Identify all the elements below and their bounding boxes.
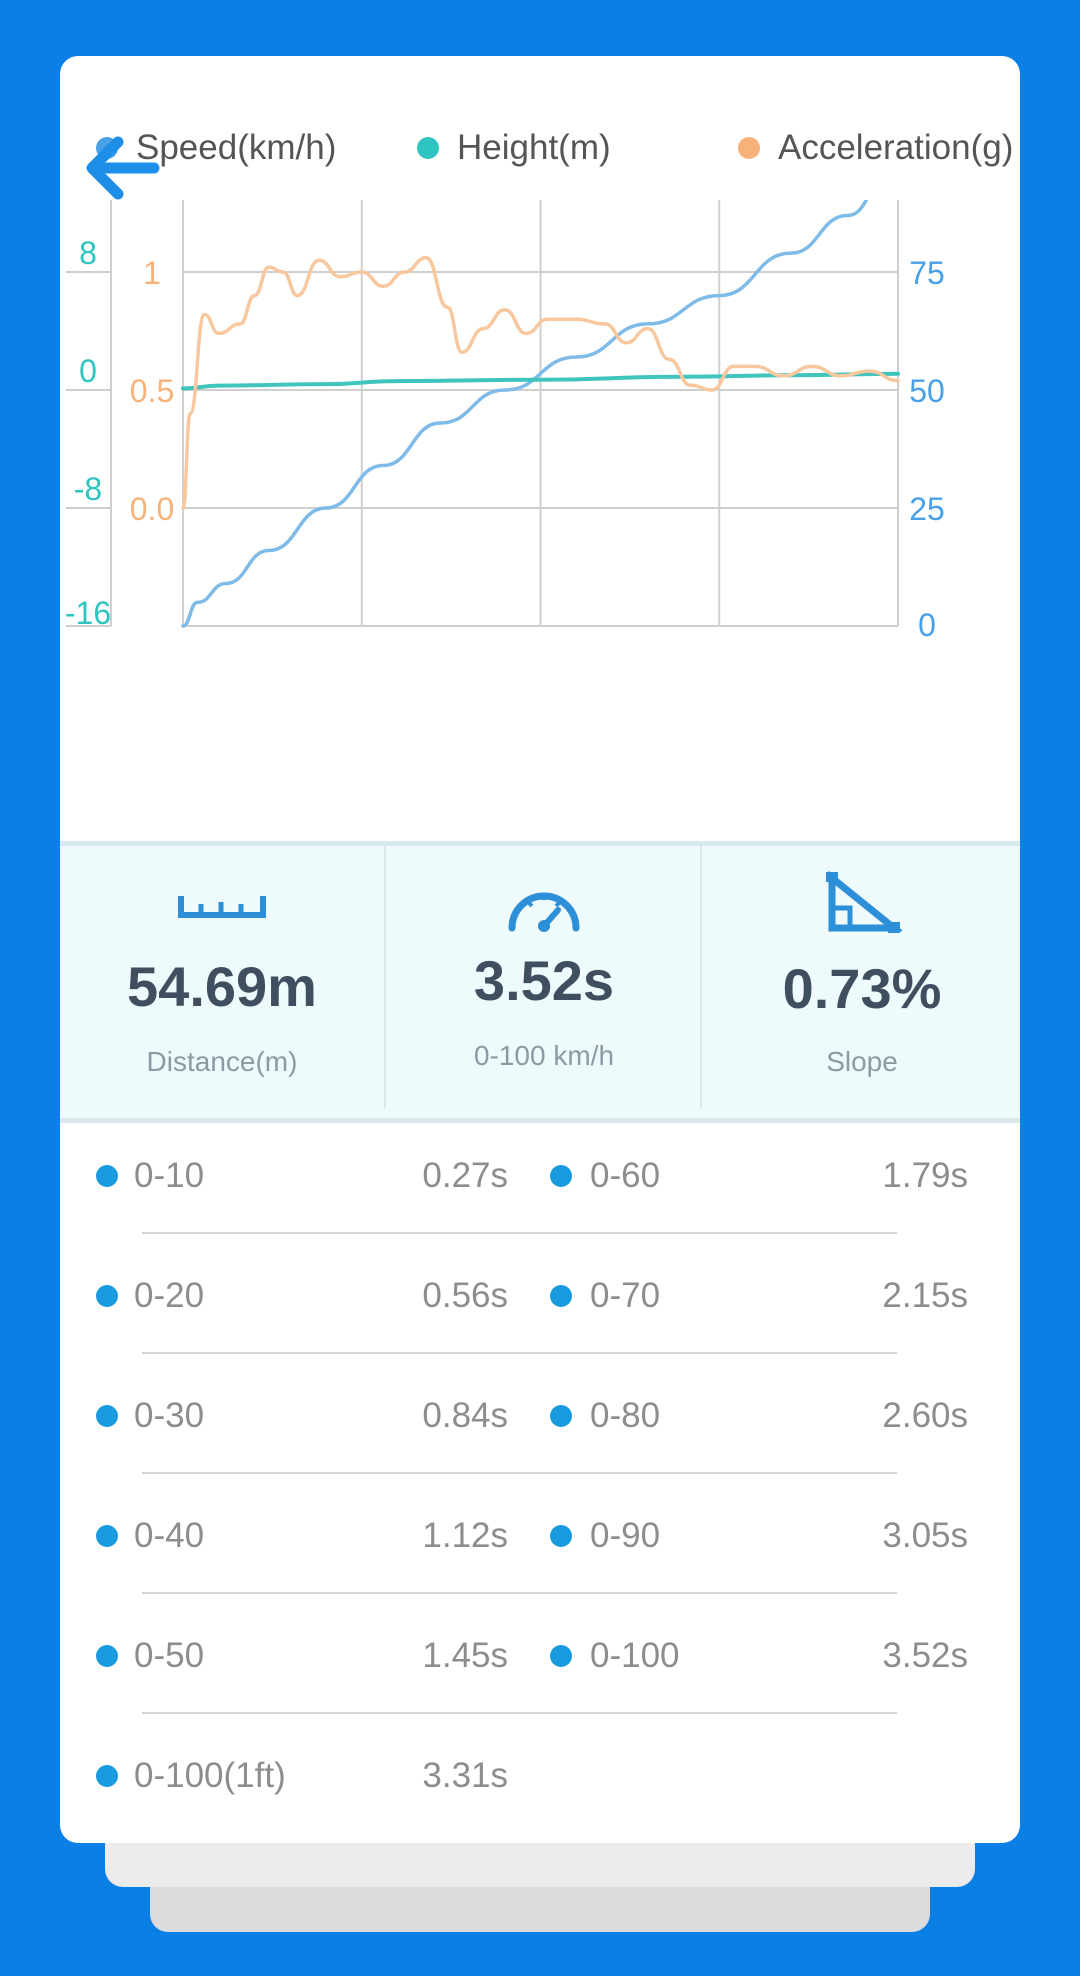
height-axis-tick-label: -8 — [74, 471, 102, 507]
legend-speed-label: Speed(km/h) — [136, 128, 337, 167]
acceleration-axis-tick-label: 1 — [143, 255, 161, 291]
ruler-icon — [60, 876, 384, 936]
stat-slope: 0.73% Slope — [700, 846, 1020, 1108]
slope-icon — [702, 868, 1020, 938]
split-label: 0-30 — [134, 1396, 205, 1435]
split-value: 0.56s — [422, 1276, 508, 1315]
split-label: 0-60 — [590, 1156, 661, 1195]
series-acceleration-line — [181, 256, 900, 510]
split-bullet-icon — [96, 1285, 118, 1307]
split-row-divider — [142, 1712, 897, 1714]
acceleration-axis-tick-label: 0.0 — [130, 491, 174, 527]
speed-axis-tick-label: 0 — [918, 607, 936, 643]
split-bullet-icon — [550, 1285, 572, 1307]
split-value: 1.45s — [422, 1636, 508, 1675]
split-value: 2.60s — [882, 1396, 968, 1435]
split-row: 0-50 1.45s 0-100 3.52s — [60, 1636, 1020, 1756]
split-label: 0-10 — [134, 1156, 205, 1195]
split-row-divider — [142, 1592, 897, 1594]
stat-distance-label: Distance(m) — [146, 1046, 298, 1077]
legend-height-dot — [417, 137, 439, 159]
stat-acceleration-time-label: 0-100 km/h — [473, 1040, 615, 1071]
split-bullet-icon — [96, 1165, 118, 1187]
legend-acceleration[interactable]: Acceleration(g) — [738, 118, 1013, 178]
stat-slope-value: 0.73% — [782, 957, 942, 1020]
acceleration-axis-tick-label: 0.5 — [130, 373, 174, 409]
split-value: 0.84s — [422, 1396, 508, 1435]
legend-speed[interactable]: Speed(km/h) — [96, 118, 336, 178]
height-axis-tick-label: 8 — [79, 235, 97, 271]
split-row: 0-40 1.12s 0-90 3.05s — [60, 1516, 1020, 1636]
split-label: 0-70 — [590, 1276, 661, 1315]
split-bullet-icon — [96, 1645, 118, 1667]
height-axis-tick-label: -16 — [65, 595, 111, 631]
split-bullet-icon — [96, 1765, 118, 1787]
split-row: 0-20 0.56s 0-70 2.15s — [60, 1276, 1020, 1396]
split-value: 0.27s — [422, 1156, 508, 1195]
split-row-divider — [142, 1232, 897, 1234]
speed-axis-tick-label: 75 — [909, 255, 945, 291]
stats-panel: 54.69m Distance(m) 3.52s 0-100 km/h — [60, 841, 1020, 1123]
split-value: 3.52s — [882, 1636, 968, 1675]
speedometer-icon — [386, 876, 702, 936]
speed-axis-tick-label: 50 — [909, 373, 945, 409]
split-row: 0-30 0.84s 0-80 2.60s — [60, 1396, 1020, 1516]
split-label: 0-40 — [134, 1516, 205, 1555]
stat-acceleration-time-value: 3.52s — [473, 949, 615, 1012]
split-label: 0-100 — [590, 1636, 680, 1675]
height-axis-tick-label: 0 — [79, 353, 97, 389]
split-label: 0-90 — [590, 1516, 661, 1555]
stat-distance: 54.69m Distance(m) — [60, 846, 384, 1108]
split-bullet-icon — [550, 1405, 572, 1427]
split-value: 1.79s — [882, 1156, 968, 1195]
stat-acceleration-time: 3.52s 0-100 km/h — [384, 846, 702, 1108]
split-bullet-icon — [550, 1165, 572, 1187]
split-row: 0-10 0.27s 0-60 1.79s — [60, 1156, 1020, 1276]
split-value: 1.12s — [422, 1516, 508, 1555]
split-label: 0-20 — [134, 1276, 205, 1315]
split-bullet-icon — [96, 1405, 118, 1427]
split-bullet-icon — [96, 1525, 118, 1547]
legend-height-label: Height(m) — [457, 128, 611, 167]
split-row: 0-100(1ft) 3.31s — [60, 1756, 1020, 1843]
speed-axis-tick-label: 25 — [909, 491, 945, 527]
split-label: 0-80 — [590, 1396, 661, 1435]
split-bullet-icon — [550, 1645, 572, 1667]
split-bullet-icon — [550, 1525, 572, 1547]
split-label: 0-100(1ft) — [134, 1756, 286, 1795]
result-card: Speed(km/h) Height(m) Acceleration(g) 16… — [60, 56, 1020, 1843]
legend-height[interactable]: Height(m) — [417, 118, 611, 178]
split-value: 2.15s — [882, 1276, 968, 1315]
chart-legend: Speed(km/h) Height(m) Acceleration(g) — [60, 118, 1020, 178]
legend-acceleration-label: Acceleration(g) — [778, 128, 1014, 167]
legend-acceleration-dot — [738, 137, 760, 159]
arrow-left-icon[interactable] — [80, 134, 160, 202]
split-row-divider — [142, 1352, 897, 1354]
series-speed-line — [181, 200, 869, 628]
stat-slope-label: Slope — [826, 1046, 898, 1077]
split-value: 3.31s — [422, 1756, 508, 1795]
split-value: 3.05s — [882, 1516, 968, 1555]
split-row-divider — [142, 1472, 897, 1474]
split-label: 0-50 — [134, 1636, 205, 1675]
stat-distance-value: 54.69m — [127, 955, 317, 1018]
speed-height-acceleration-chart: 1680-8-161.510.50.01007550250 — [65, 200, 945, 643]
